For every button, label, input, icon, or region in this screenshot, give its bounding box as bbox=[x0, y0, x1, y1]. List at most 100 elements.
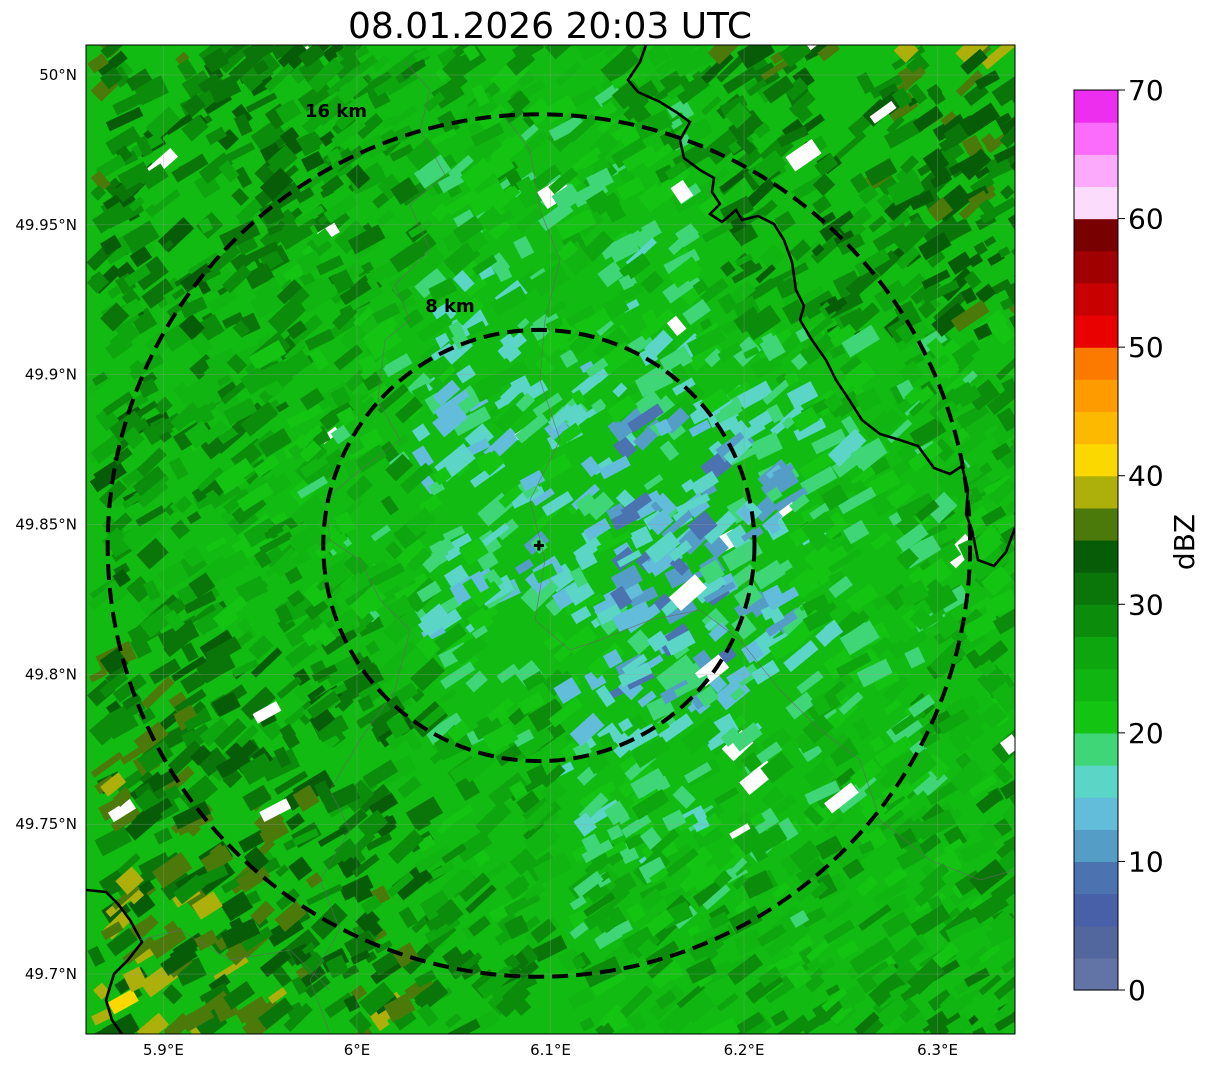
reflectivity-cell bbox=[496, 663, 520, 684]
reflectivity-cell bbox=[394, 536, 427, 568]
colorbar-swatch bbox=[1074, 186, 1118, 220]
reflectivity-cell bbox=[515, 176, 536, 196]
reflectivity-cell bbox=[591, 398, 607, 414]
reflectivity-cell bbox=[308, 347, 330, 371]
reflectivity-cell bbox=[252, 701, 282, 724]
reflectivity-cell bbox=[668, 965, 685, 981]
reflectivity-cell bbox=[573, 870, 604, 898]
reflectivity-cell bbox=[559, 349, 579, 369]
reflectivity-cell bbox=[553, 676, 582, 705]
reflectivity-cell bbox=[367, 562, 405, 588]
reflectivity-cell bbox=[968, 369, 985, 385]
reflectivity-cell bbox=[1014, 714, 1015, 750]
reflectivity-cell bbox=[647, 630, 669, 653]
reflectivity-cell bbox=[216, 374, 231, 387]
reflectivity-cell bbox=[569, 712, 605, 747]
reflectivity-cell bbox=[122, 966, 148, 993]
reflectivity-cell bbox=[897, 579, 930, 608]
reflectivity-cell bbox=[753, 122, 771, 139]
reflectivity-cell bbox=[645, 45, 671, 67]
reflectivity-cell bbox=[145, 106, 181, 141]
reflectivity-cell bbox=[581, 833, 602, 855]
reflectivity-cell bbox=[372, 302, 401, 325]
reflectivity-cell bbox=[102, 391, 134, 416]
reflectivity-cell bbox=[441, 843, 467, 864]
reflectivity-cell bbox=[416, 312, 453, 343]
reflectivity-cell bbox=[205, 267, 236, 294]
reflectivity-cell bbox=[273, 549, 312, 578]
reflectivity-cell bbox=[245, 92, 278, 113]
reflectivity-cell bbox=[161, 239, 174, 251]
reflectivity-cell bbox=[858, 840, 875, 855]
reflectivity-cell bbox=[112, 91, 146, 116]
colorbar-swatch bbox=[1074, 90, 1118, 123]
reflectivity-cell bbox=[508, 780, 528, 800]
reflectivity-cell bbox=[136, 447, 167, 477]
reflectivity-cell bbox=[325, 615, 361, 641]
reflectivity-cell bbox=[100, 772, 127, 797]
national-border-southwest bbox=[86, 888, 144, 1034]
reflectivity-cell bbox=[624, 760, 655, 789]
reflectivity-cell bbox=[356, 615, 384, 638]
reflectivity-cell bbox=[649, 867, 669, 885]
reflectivity-cell bbox=[445, 188, 480, 216]
reflectivity-cell bbox=[569, 921, 589, 940]
reflectivity-cell bbox=[137, 707, 156, 725]
reflectivity-cell bbox=[819, 210, 861, 248]
reflectivity-cell bbox=[526, 764, 550, 788]
colorbar-swatch bbox=[1074, 443, 1118, 477]
reflectivity-cell bbox=[276, 676, 303, 700]
reflectivity-cell bbox=[823, 392, 844, 413]
colorbar-swatch bbox=[1074, 379, 1118, 413]
reflectivity-cell bbox=[294, 205, 325, 228]
reflectivity-cell bbox=[415, 603, 452, 638]
reflectivity-cell bbox=[804, 542, 833, 571]
reflectivity-cell bbox=[200, 268, 222, 283]
reflectivity-cell bbox=[197, 747, 229, 777]
colorbar-swatch bbox=[1074, 957, 1118, 991]
reflectivity-cell bbox=[833, 229, 856, 248]
reflectivity-cell bbox=[611, 78, 644, 110]
lat-tick-label: 50°N bbox=[39, 66, 77, 84]
reflectivity-cell bbox=[707, 45, 746, 65]
reflectivity-cell bbox=[761, 511, 783, 531]
reflectivity-cell bbox=[898, 361, 924, 386]
reflectivity-cell bbox=[921, 732, 941, 748]
reflectivity-cell bbox=[633, 109, 673, 141]
reflectivity-cell bbox=[638, 183, 668, 213]
reflectivity-cell bbox=[869, 100, 897, 124]
reflectivity-cell bbox=[100, 921, 124, 941]
reflectivity-cell bbox=[958, 201, 978, 221]
reflectivity-cell bbox=[107, 798, 138, 825]
reflectivity-cell bbox=[243, 846, 270, 873]
reflectivity-cell bbox=[317, 600, 343, 625]
reflectivity-cell bbox=[894, 273, 927, 303]
reflectivity-cell bbox=[701, 1017, 740, 1034]
reflectivity-cell bbox=[829, 344, 846, 359]
reflectivity-cell bbox=[576, 45, 611, 61]
reflectivity-cell bbox=[269, 512, 288, 526]
reflectivity-cell bbox=[933, 612, 962, 640]
lat-tick-label: 49.7°N bbox=[25, 965, 77, 983]
reflectivity-cell bbox=[842, 858, 865, 880]
reflectivity-cell bbox=[647, 509, 674, 536]
reflectivity-cell bbox=[465, 884, 497, 914]
reflectivity-cell bbox=[670, 363, 690, 385]
reflectivity-cell bbox=[414, 988, 437, 1007]
reflectivity-cell bbox=[467, 915, 491, 937]
reflectivity-cell bbox=[847, 115, 871, 138]
reflectivity-cell bbox=[849, 758, 883, 790]
reflectivity-cell bbox=[411, 384, 432, 403]
reflectivity-cell bbox=[643, 45, 658, 52]
reflectivity-cell bbox=[137, 1012, 169, 1034]
reflectivity-cell bbox=[475, 1009, 501, 1032]
reflectivity-cell bbox=[507, 90, 531, 114]
reflectivity-cell bbox=[411, 445, 434, 470]
reflectivity-cell bbox=[451, 331, 471, 350]
reflectivity-cell bbox=[99, 671, 129, 698]
colorbar-swatch bbox=[1074, 122, 1118, 155]
reflectivity-cell bbox=[1005, 491, 1015, 514]
reflectivity-cell bbox=[436, 898, 464, 927]
reflectivity-cell bbox=[351, 853, 380, 878]
reflectivity-cell bbox=[703, 129, 742, 165]
